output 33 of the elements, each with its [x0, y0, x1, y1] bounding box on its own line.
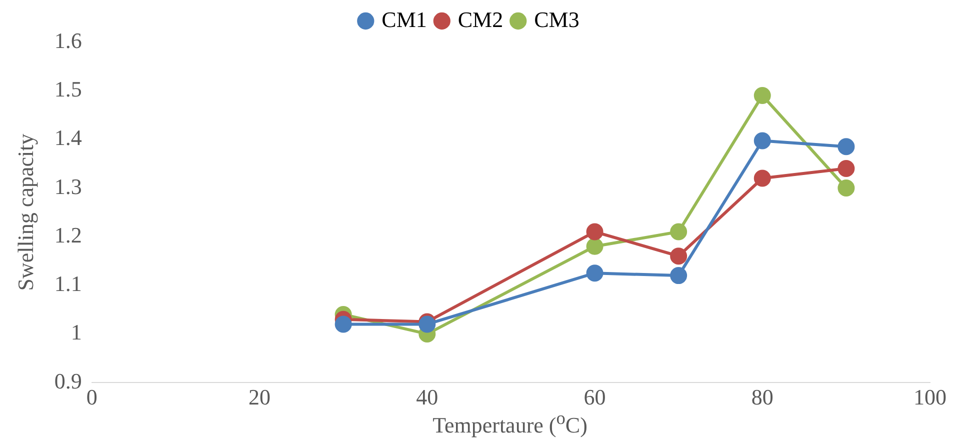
point	[754, 87, 771, 104]
x-tick-label: 20	[248, 384, 271, 410]
x-axis-title: Tempertaure ($^{o}$C)	[432, 408, 588, 438]
point	[670, 267, 688, 284]
point	[838, 160, 855, 178]
point	[838, 138, 855, 156]
y-tick-label: 1.2	[54, 222, 82, 248]
point	[586, 223, 604, 240]
point	[670, 223, 688, 240]
point	[586, 264, 604, 282]
y-axis-title: Swelling capacity	[12, 134, 38, 291]
point	[838, 179, 855, 196]
point	[334, 316, 352, 333]
x-tick-label: 60	[584, 384, 606, 410]
y-tick-label: 0.9	[54, 368, 82, 394]
x-tick-label: 100	[914, 384, 946, 410]
legend-label: CM1	[382, 6, 427, 32]
x-tick-label: 40	[416, 384, 438, 410]
y-tick-label: 1.6	[54, 28, 82, 53]
y-tick-label: 1	[70, 320, 82, 345]
point	[670, 248, 688, 265]
y-tick-label: 1.4	[54, 125, 82, 150]
legend-label: CM2	[458, 6, 504, 32]
y-tick-label: 1.3	[54, 174, 82, 199]
y-tick-label: 1.5	[54, 76, 82, 102]
point	[418, 316, 436, 333]
point	[754, 132, 771, 150]
x-tick-label: 80	[751, 384, 774, 410]
legend-label: CM3	[534, 6, 580, 32]
x-tick-label: 0	[86, 384, 98, 410]
point	[754, 170, 771, 187]
y-tick-label: 1.1	[54, 271, 82, 296]
point	[586, 238, 604, 255]
